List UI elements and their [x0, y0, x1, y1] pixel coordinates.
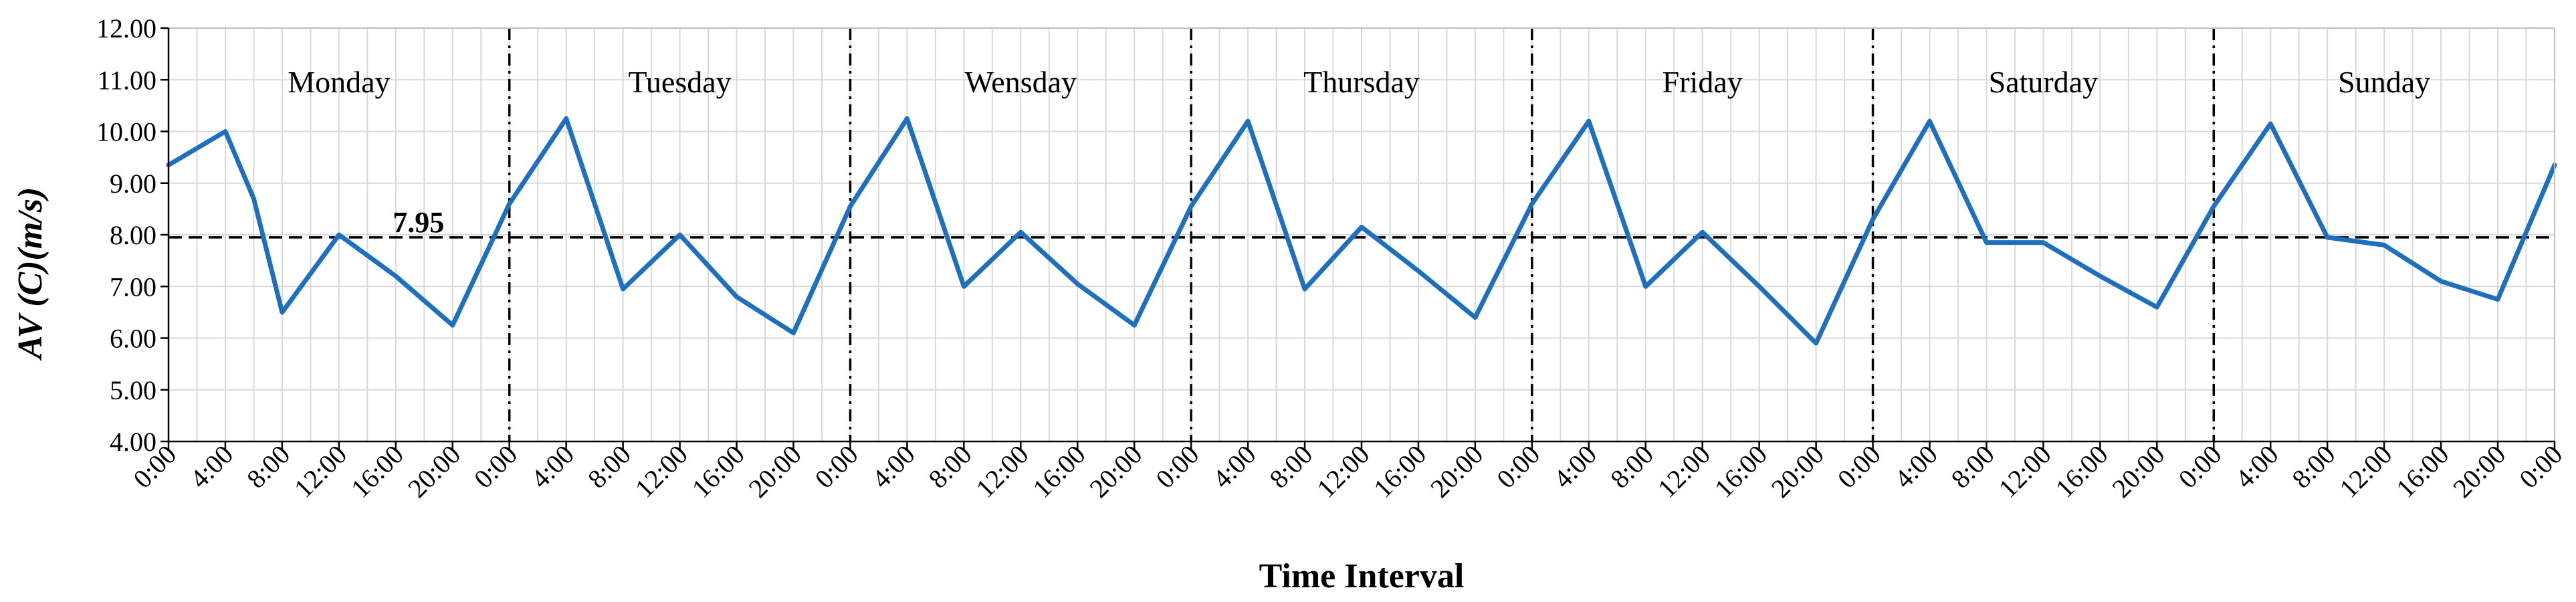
day-label: Thursday: [1303, 65, 1420, 99]
x-tick-label: 4:00: [2229, 439, 2284, 494]
y-tick-label: 5.00: [110, 375, 156, 405]
x-tick-label: 8:00: [2286, 439, 2341, 494]
reference-lines: [169, 28, 2555, 441]
x-tick-label: 16:00: [1027, 439, 1091, 504]
x-tick-label: 20:00: [1083, 439, 1148, 504]
x-tick-label: 0:00: [1491, 439, 1545, 494]
x-tick-label: 20:00: [2447, 439, 2511, 504]
x-tick-label: 0:00: [468, 439, 523, 494]
x-tick-label: 4:00: [1547, 439, 1602, 494]
y-axis-title: AV (C)(m/s): [11, 187, 49, 361]
x-tick-label: 12:00: [970, 439, 1034, 504]
y-tick-label: 4.00: [110, 427, 156, 457]
x-tick-label: 12:00: [1993, 439, 2057, 504]
x-tick-label: 4:00: [525, 439, 580, 494]
x-tick-label: 20:00: [743, 439, 807, 504]
x-tick-label: 8:00: [1604, 439, 1659, 494]
x-tick-label: 12:00: [1311, 439, 1375, 504]
x-tick-label: 4:00: [1206, 439, 1261, 494]
day-label: Sunday: [2338, 65, 2430, 99]
x-tick-label: 12:00: [1652, 439, 1716, 504]
x-tick-label: 20:00: [2106, 439, 2170, 504]
x-tick-label: 20:00: [1424, 439, 1489, 504]
x-tick-label: 8:00: [241, 439, 296, 494]
y-tick-label: 8.00: [110, 220, 156, 250]
series-line: [166, 116, 2557, 346]
day-label: Tuesday: [628, 65, 731, 99]
x-tick-label: 16:00: [1368, 439, 1432, 504]
day-label: Friday: [1662, 65, 1743, 99]
x-tick-label: 0:00: [1832, 439, 1887, 494]
x-tick-label: 12:00: [2333, 439, 2397, 504]
x-tick-label: 0:00: [1150, 439, 1204, 494]
y-tick-label: 6.00: [110, 324, 156, 354]
x-tick-label: 16:00: [345, 439, 409, 504]
x-tick-label: 4:00: [866, 439, 921, 494]
x-tick-label: 12:00: [288, 439, 352, 504]
x-tick-label: 8:00: [923, 439, 978, 494]
y-tick-label: 7.00: [110, 272, 156, 302]
x-tick-label: 4:00: [1889, 439, 1943, 494]
x-tick-label: 16:00: [2049, 439, 2113, 504]
x-tick-label: 0:00: [809, 439, 864, 494]
day-label: Monday: [288, 65, 390, 99]
x-tick-label: 8:00: [1263, 439, 1318, 494]
x-tick-label: 0:00: [2513, 439, 2568, 494]
x-tick-label: 8:00: [1945, 439, 2000, 494]
day-label: Saturday: [1989, 65, 2099, 99]
series-layer: [166, 116, 2557, 346]
day-label: Wensday: [965, 65, 1077, 99]
y-tick-label: 11.00: [97, 65, 156, 95]
x-tick-label: 12:00: [629, 439, 693, 504]
axis-layer: [160, 27, 2556, 449]
x-tick-label: 20:00: [1765, 439, 1830, 504]
x-tick-label: 16:00: [686, 439, 750, 504]
y-tick-label: 12.00: [96, 13, 156, 43]
x-tick-label: 16:00: [2390, 439, 2454, 504]
y-tick-label: 9.00: [110, 169, 156, 199]
x-tick-label: 20:00: [402, 439, 466, 504]
x-tick-label: 4:00: [184, 439, 239, 494]
x-axis-title: Time Interval: [1259, 557, 1465, 595]
x-tick-label: 8:00: [582, 439, 637, 494]
mean-value-label: 7.95: [393, 206, 444, 239]
x-tick-label: 16:00: [1709, 439, 1773, 504]
x-tick-label: 0:00: [2173, 439, 2228, 494]
y-tick-label: 10.00: [96, 117, 156, 147]
